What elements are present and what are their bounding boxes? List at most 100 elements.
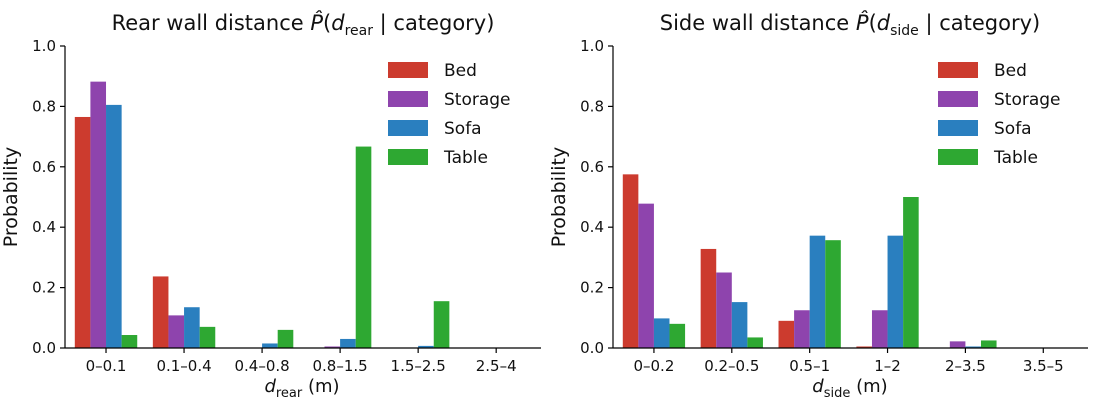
bar-table-5 [980,340,997,348]
bar-table-4 [903,197,919,348]
legend: Bed Storage Sofa Table [938,61,1061,168]
legend-label-storage: Storage [994,90,1061,110]
x-label-subscript: side [824,386,851,401]
bar-storage-1 [638,203,654,348]
bar-storage-2 [716,272,732,348]
title-paren-open: ( [869,11,877,35]
bar-table-2 [199,326,216,348]
legend-swatch-table [388,149,428,165]
bar-sofa-3 [809,235,826,348]
x-tick-label: 2–3.5 [945,357,986,375]
legend-label-bed: Bed [994,61,1027,81]
bar-bed-1 [622,174,639,348]
bar-bed-1 [74,116,91,348]
y-axis-label: Probability [548,147,570,247]
bar-sofa-2 [731,302,748,348]
legend-swatch-sofa [388,120,428,136]
title-condition: category [393,11,486,35]
chart-panel-1: 0.0 0.2 0.4 0.6 0.8 1.0 0–0.1 0.1–0.4 0.4–0.8 0.8… [0,10,541,401]
chart-title: Rear wall distance P̂(drear | category) [112,10,495,39]
bar-storage-1 [90,81,107,348]
title-paren-close: ) [486,11,494,35]
x-tick-label: 0.2–0.5 [704,357,759,375]
bar-storage-5 [949,341,966,348]
bar-bed-2 [152,276,169,348]
bar-storage-4 [871,310,888,348]
y-tick-label: 1.0 [32,37,56,55]
x-axis-label: drear (m) [264,376,339,401]
bar-sofa-3 [262,343,278,348]
x-tick-label: 0.4–0.8 [234,357,289,375]
title-subscript: side [890,23,919,39]
y-tick-label: 0.6 [32,158,56,176]
legend-label-table: Table [443,148,488,168]
legend-label-sofa: Sofa [994,119,1032,139]
y-tick-label: 0.0 [32,339,56,357]
bar-bed-4 [856,346,872,348]
y-tick-label: 0.2 [32,279,56,297]
x-label-var: d [812,376,824,397]
x-label-subscript: rear [276,386,303,401]
legend-swatch-bed [388,62,428,78]
bar-sofa-1 [106,104,122,348]
title-text: Side wall distance [660,11,856,35]
legend-swatch-storage [388,91,428,107]
legend-label-table: Table [993,148,1038,168]
bar-table-1 [121,335,138,348]
chart-title: Side wall distance P̂(dside | category) [660,10,1041,39]
title-text: Rear wall distance [112,11,311,35]
x-label-var: d [264,376,276,397]
bar-bed-2 [700,248,717,348]
legend-swatch-bed [938,62,978,78]
x-tick-label: 0–0.1 [86,357,127,375]
legend-label-storage: Storage [444,90,511,110]
x-tick-label: 0.5–1 [789,357,830,375]
bar-bed-3 [778,320,795,348]
legend-label-sofa: Sofa [444,119,482,139]
bar-sofa-4 [887,235,904,348]
bar-table-5 [433,301,450,348]
x-tick-label: 0.1–0.4 [156,357,211,375]
title-paren-close: ) [1032,11,1040,35]
bar-table-4 [355,146,372,348]
y-tick-label: 0.4 [32,218,56,236]
y-tick-label: 0.0 [580,339,604,357]
x-tick-label: 1–2 [874,357,901,375]
bar-table-1 [669,323,686,348]
title-given-bar: | [373,11,393,36]
bar-sofa-4 [340,338,356,348]
y-tick-label: 0.4 [580,218,604,236]
y-axis-label: Probability [0,147,22,247]
x-tick-label: 3.5–5 [1023,357,1064,375]
title-p-hat: P̂ [310,10,323,35]
chart-panel-2: 0.0 0.2 0.4 0.6 0.8 1.0 0–0.2 0.2–0.5 0.5–1 1–2 2–… [548,10,1088,401]
bar-sofa-5 [418,345,434,348]
title-condition: category [939,11,1032,35]
bar-sofa-2 [184,307,200,348]
title-p-hat: P̂ [856,10,869,35]
title-subscript: rear [345,23,374,39]
legend: Bed Storage Sofa Table [388,61,511,168]
bar-table-3 [277,329,294,348]
title-var: d [331,11,345,35]
bar-storage-3 [794,310,810,348]
y-tick-label: 0.2 [580,279,604,297]
x-label-unit: (m) [302,376,339,397]
legend-swatch-sofa [938,120,978,136]
title-var: d [877,11,891,35]
x-label-unit: (m) [850,376,887,397]
bar-storage-4 [324,346,341,348]
y-tick-label: 1.0 [580,37,604,55]
title-given-bar: | [919,11,939,36]
legend-swatch-storage [938,91,978,107]
x-tick-label: 0.8–1.5 [313,357,368,375]
y-tick-label: 0.8 [32,97,56,115]
bar-table-2 [747,337,763,348]
legend-swatch-table [938,149,978,165]
bar-sofa-5 [965,346,981,348]
legend-label-bed: Bed [444,61,477,81]
title-paren-open: ( [323,11,331,35]
y-tick-label: 0.6 [580,158,604,176]
x-tick-label: 2.5–4 [476,357,517,375]
